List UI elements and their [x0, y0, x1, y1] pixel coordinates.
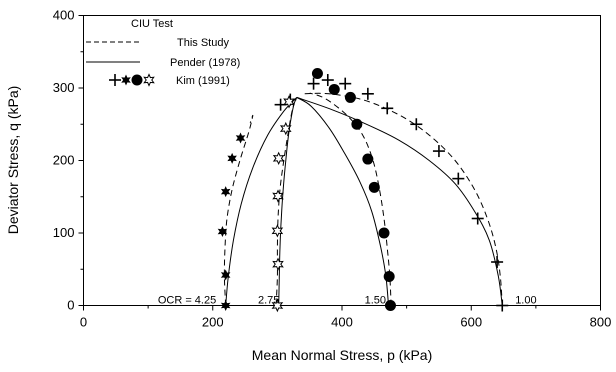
legend-title: CIU Test [131, 18, 173, 30]
y-tick-label: 200 [53, 153, 75, 168]
pender-curve [296, 96, 503, 306]
plot-area [83, 15, 601, 306]
legend-marker-star6-open [143, 73, 155, 87]
x-tick-label: 600 [460, 315, 482, 330]
kim-circle-marker [328, 83, 340, 95]
this-study-curve [223, 114, 254, 306]
y-tick-label: 0 [67, 298, 74, 313]
legend-markers-kim [109, 73, 155, 87]
y-tick-label: 300 [53, 80, 75, 95]
kim-star6-open-marker [272, 151, 285, 166]
kim-circle-marker [384, 300, 396, 311]
kim-circle-marker [311, 68, 323, 79]
kim-star6-marker [227, 152, 237, 164]
ocr-label: OCR = 4.25 [158, 295, 216, 307]
kim-star6-marker [220, 269, 231, 281]
pender-curve [278, 97, 298, 306]
ocr-labels: OCR = 4.25 2.75 1.50 1.00 [158, 295, 537, 307]
kim-circle-marker [368, 181, 380, 193]
legend-marker-star6 [121, 74, 131, 86]
kim-circle-marker [383, 271, 395, 282]
this-study-curve [303, 92, 503, 306]
kim-star6-open-marker [279, 121, 292, 136]
kim-plus-marker [432, 145, 445, 158]
kim-star6-open-marker [271, 224, 284, 238]
legend-label-kim: Kim (1991) [176, 75, 230, 87]
x-tick-label: 800 [590, 315, 612, 330]
this-study-curve [309, 92, 392, 306]
x-tick-label: 0 [80, 315, 87, 330]
x-axis-title: Mean Normal Stress, p (kPa) [252, 347, 433, 363]
legend-marker-circle [131, 74, 143, 86]
kim-plus-marker [321, 74, 334, 87]
y-axis-title: Deviator Stress, q (kPa) [5, 86, 21, 235]
kim-star6-open-marker [272, 189, 284, 203]
ocr-label: 2.75 [258, 295, 279, 307]
kim-star6-open-marker [283, 95, 295, 109]
kim-plus-marker [361, 87, 374, 100]
kim-circle-marker [378, 227, 390, 239]
kim-circle-marker [362, 153, 374, 165]
kim-plus-marker [381, 102, 394, 115]
ocr-label: 1.00 [515, 295, 536, 307]
legend: CIU Test This Study Pender (1978) Kim (1… [86, 18, 240, 87]
legend-label-this-study: This Study [177, 37, 229, 49]
kim-plus-marker [410, 118, 423, 131]
kim-plus-marker [452, 172, 465, 185]
legend-marker-plus [109, 74, 121, 86]
kim-plus-marker [496, 299, 509, 312]
kim-circle-marker [344, 91, 356, 103]
kim-star6-open-marker [272, 257, 284, 271]
kim-star6-open-marker [271, 298, 284, 313]
ocr-label: 1.50 [365, 295, 386, 307]
legend-label-pender: Pender (1978) [170, 57, 240, 69]
y-tick-label: 100 [53, 225, 75, 240]
kim-plus-marker [471, 212, 484, 225]
pender-curve [296, 96, 389, 306]
kim-star6-marker [220, 300, 231, 311]
kim-plus-marker [491, 256, 504, 268]
x-tick-label: 400 [331, 315, 353, 330]
axes: 0 200 400 600 800 0 100 200 300 400 [53, 8, 612, 330]
kim-star6-marker [217, 226, 228, 238]
x-tick-label: 200 [202, 315, 224, 330]
kim-circle-marker [351, 118, 363, 130]
kim-star6-marker [220, 186, 231, 198]
series-markers [217, 68, 509, 313]
kim-plus-marker [339, 77, 352, 90]
series-lines [223, 92, 503, 306]
kim-star6-marker [235, 132, 246, 144]
y-tick-label: 400 [53, 8, 75, 23]
kim-plus-marker [307, 77, 320, 90]
